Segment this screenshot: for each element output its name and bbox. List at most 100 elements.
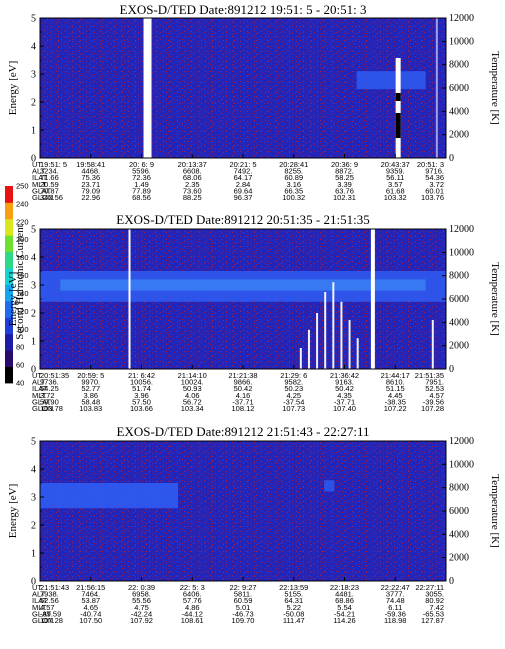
y2-tick-label: 4000 (449, 106, 469, 117)
table-cell: 80.92 (425, 596, 444, 605)
table-cell: 20:51:35 (40, 371, 69, 380)
table-row-label: GLON (32, 616, 53, 625)
table-row-label: ILAT (32, 173, 48, 182)
table-cell: 6.11 (388, 603, 402, 612)
table-cell: 9970. (81, 378, 100, 387)
table-row-label: UT (32, 160, 42, 169)
table-cell: 7464. (81, 590, 100, 599)
table-cell: 63.76 (335, 186, 354, 195)
spike (356, 338, 359, 369)
table-cell: 9582. (284, 378, 303, 387)
table-cell: -59.36 (385, 609, 406, 618)
colorbar-tick-label: 100 (16, 325, 29, 334)
table-cell: 73.60 (183, 186, 202, 195)
table-cell: -39.56 (423, 397, 444, 406)
y2-tick-label: 2000 (449, 341, 469, 352)
colorbar-tick-label: 180 (16, 253, 29, 262)
table-cell: 4.25 (286, 391, 301, 400)
table-cell: 21: 6:42 (128, 371, 155, 380)
table-cell: 7938. (40, 590, 59, 599)
table-cell: 22:13:59 (279, 583, 308, 592)
table-cell: 107.92 (130, 616, 153, 625)
table-cell: 9163. (335, 378, 354, 387)
y2-tick-label: 12000 (449, 224, 474, 235)
table-cell: -39.59 (40, 609, 61, 618)
table-cell: 5596. (132, 167, 151, 176)
table-cell: 108.61 (181, 616, 204, 625)
y2-tick-label: 2000 (449, 553, 469, 564)
low-energy-band (40, 483, 179, 509)
colorbar-cell (5, 202, 13, 220)
table-cell: 114.26 (333, 616, 355, 625)
table-cell: 4.06 (185, 391, 200, 400)
table-cell: 20:21: 5 (229, 160, 256, 169)
table-cell: 103.66 (130, 404, 153, 413)
table-cell: 118.98 (384, 616, 406, 625)
table-cell: 21:14:10 (178, 371, 207, 380)
table-cell: 4468. (81, 167, 100, 176)
table-cell: 60.59 (234, 596, 253, 605)
table-row-label: ALT (32, 590, 46, 599)
table-cell: 342.56 (40, 193, 63, 202)
colorbar-cell (5, 268, 13, 285)
y-tick-label: 5 (31, 14, 36, 25)
table-cell: 96.37 (234, 193, 253, 202)
table-cell: 57.50 (132, 397, 151, 406)
table-cell: 58.48 (81, 397, 100, 406)
table-cell: 5811. (234, 590, 252, 599)
table-cell: 6608. (183, 167, 202, 176)
table-cell: 58.25 (335, 173, 354, 182)
table-cell: 56.72 (183, 397, 202, 406)
table-cell: 66.35 (284, 186, 303, 195)
y-tick-label: 3 (31, 493, 36, 504)
y2-tick-label: 12000 (449, 13, 474, 24)
table-cell: 127.87 (421, 616, 444, 625)
table-cell: 22:18:23 (330, 583, 359, 592)
panel-2: EXOS-D/TED Date:891212 20:51:35 - 21:51:… (7, 212, 501, 413)
table-cell: 1.49 (134, 180, 149, 189)
table-cell: 7.42 (429, 603, 444, 612)
panel-title: EXOS-D/TED Date:891212 19:51: 5 - 20:51:… (120, 2, 367, 17)
table-cell: 22.96 (81, 193, 100, 202)
table-cell: -38.35 (385, 397, 406, 406)
table-cell: 8610. (386, 378, 405, 387)
y2-tick-label: 12000 (449, 436, 474, 447)
y2-tick-label: 6000 (449, 294, 469, 305)
y2-tick-label: 4000 (449, 529, 469, 540)
table-cell: 5.54 (337, 603, 352, 612)
band-patch (324, 480, 335, 492)
table-row-label: MLT (32, 391, 47, 400)
y2-axis-label: Temperature [K] (489, 51, 501, 124)
table-cell: -42.24 (131, 609, 152, 618)
colorbar-cell (5, 333, 13, 351)
table-cell: 53.87 (81, 596, 100, 605)
y-axis-label: Energy [eV] (7, 484, 19, 538)
y-tick-label: 5 (31, 437, 36, 448)
table-cell: 20: 6: 9 (129, 160, 154, 169)
data-gap (435, 18, 438, 158)
table-cell: 3.57 (388, 180, 403, 189)
table-cell: 68.06 (183, 173, 202, 182)
y2-tick-label: 10000 (449, 247, 474, 258)
table-row-label: ALT (32, 167, 46, 176)
table-cell: 4481. (335, 590, 354, 599)
table-cell: 10024. (181, 378, 204, 387)
table-cell: 6406. (183, 590, 202, 599)
table-cell: 20:36: 9 (331, 160, 358, 169)
table-cell: -44.12 (182, 609, 203, 618)
table-row-label: ILAT (32, 596, 48, 605)
table-cell: 5155. (284, 590, 303, 599)
table-cell: 20.59 (40, 180, 59, 189)
table-cell: 70.87 (40, 186, 59, 195)
table-cell: 107.73 (282, 404, 305, 413)
table-cell: 19:51: 5 (40, 160, 67, 169)
table-cell: 74.48 (386, 596, 405, 605)
table-cell: 21:51:43 (40, 583, 69, 592)
table-cell: 19:58:41 (76, 160, 105, 169)
table-cell: 71.66 (40, 173, 59, 182)
spike (431, 320, 434, 369)
table-cell: 20:28:41 (279, 160, 308, 169)
y-tick-label: 3 (31, 281, 36, 292)
table-cell: 72.36 (132, 173, 151, 182)
